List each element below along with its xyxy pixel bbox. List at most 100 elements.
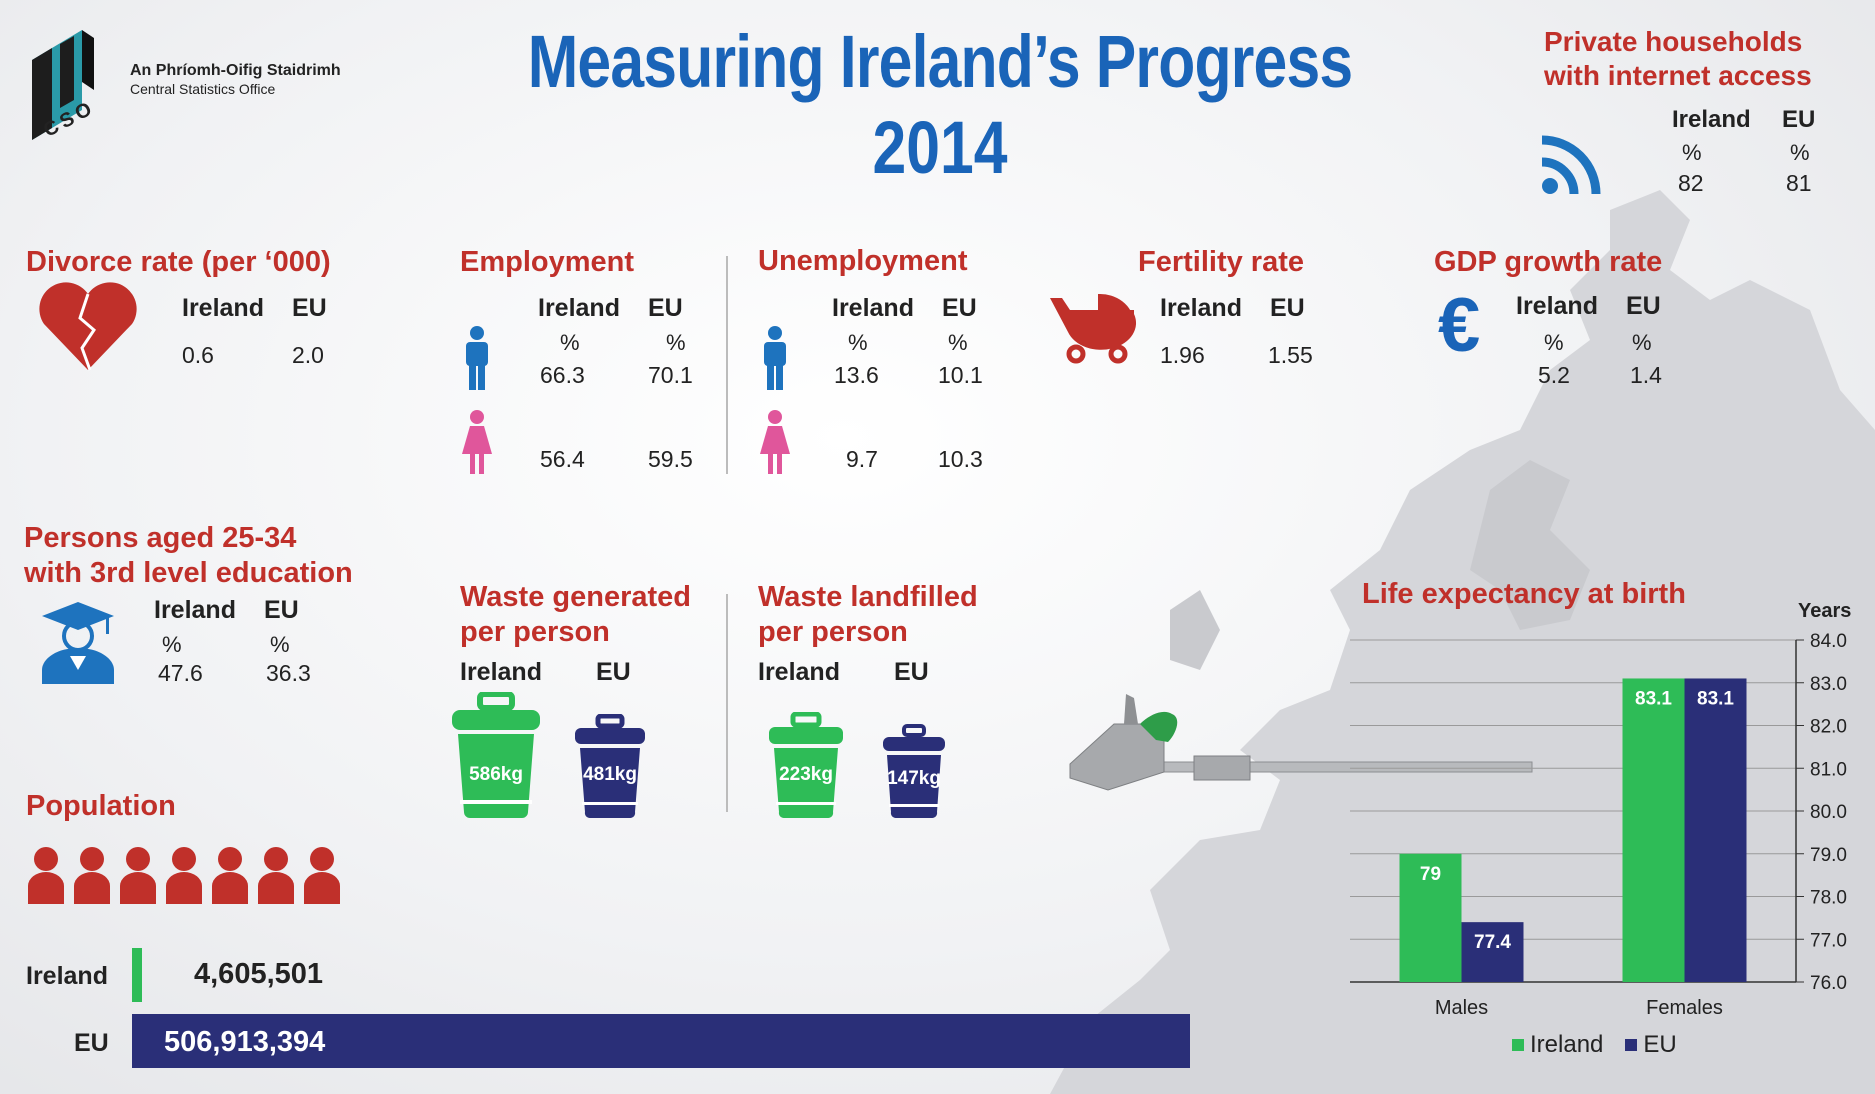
female-icon: [462, 410, 492, 474]
person-icon: [28, 847, 64, 904]
employment-title: Employment: [460, 246, 635, 278]
population-bar-ireland: [132, 948, 142, 1002]
person-icon: [304, 847, 340, 904]
waste-landfilled-col-ireland: Ireland: [758, 658, 840, 686]
logo-irish-name: An Phríomh-Oifig Staidrimh: [130, 62, 341, 79]
unemployment-male-eu: 10.1: [938, 362, 983, 388]
life-expectancy-svg: 76.0 77.0 78.0 79.0 80.0 81.0 82.0 83.0 84.0 79 77…: [1350, 631, 1847, 1019]
education-unit-eu: %: [270, 632, 290, 657]
bar-data-label: 77.4: [1474, 932, 1511, 953]
unemployment-unit-ireland: %: [848, 330, 868, 355]
fertility-col-eu: EU: [1270, 294, 1305, 322]
cso-logo: CSO An Phríomh-Oifig Staidrimh Central S…: [22, 30, 341, 150]
education-col-eu: EU: [264, 596, 299, 624]
person-icon: [166, 847, 202, 904]
population-value-eu: 506,913,394: [164, 1026, 326, 1058]
population-bar-eu: 506,913,394: [132, 1014, 1190, 1068]
divider-waste: [726, 594, 728, 812]
education-value-eu: 36.3: [266, 660, 311, 686]
life-expectancy-title: Life expectancy at birth: [1362, 578, 1686, 610]
internet-value-eu: 81: [1786, 170, 1812, 196]
population-people-icons: [28, 846, 340, 906]
waste-bin-eu: 481kg: [575, 714, 645, 818]
y-tick-label: 78.0: [1810, 888, 1847, 909]
internet-title-line2: with internet access: [1544, 60, 1812, 91]
chart-ylabel: Years: [1798, 600, 1852, 622]
fertility-title: Fertility rate: [1138, 246, 1304, 278]
y-tick-label: 81.0: [1810, 759, 1847, 780]
gdp-title: GDP growth rate: [1434, 246, 1663, 278]
legend-label-ireland: Ireland: [1530, 1031, 1604, 1058]
y-tick-label: 79.0: [1810, 845, 1847, 866]
employment-unit-eu: %: [666, 330, 686, 355]
population-label-ireland: Ireland: [26, 962, 108, 990]
population-title: Population: [26, 790, 176, 822]
unemployment-title: Unemployment: [758, 245, 968, 277]
internet-col-ireland: Ireland: [1672, 106, 1751, 133]
education-title-line2: with 3rd level education: [24, 557, 353, 589]
person-icon: [120, 847, 156, 904]
unemployment-col-ireland: Ireland: [832, 294, 914, 322]
pram-icon: [1050, 293, 1137, 364]
bar-data-label: 79: [1420, 864, 1441, 885]
legend-label-eu: EU: [1643, 1031, 1677, 1058]
employment-female-ireland: 56.4: [540, 446, 585, 472]
y-tick-label: 76.0: [1810, 973, 1847, 994]
male-icon: [466, 326, 488, 390]
waste-bin-ireland: 586kg: [452, 692, 540, 818]
y-tick-label: 80.0: [1810, 802, 1847, 823]
divorce-value-ireland: 0.6: [182, 342, 214, 368]
internet-unit-eu: %: [1790, 140, 1810, 165]
internet-unit-ireland: %: [1682, 140, 1702, 165]
employment-unit-ireland: %: [560, 330, 580, 355]
cso-logo-mark: [32, 30, 94, 140]
waste-generated-label-ireland: 586kg: [469, 764, 523, 785]
unemployment-female-eu: 10.3: [938, 446, 983, 472]
female-icon: [760, 410, 790, 474]
gdp-col-eu: EU: [1626, 292, 1661, 320]
population-value-ireland: 4,605,501: [194, 958, 324, 990]
education-col-ireland: Ireland: [154, 596, 236, 624]
internet-col-eu: EU: [1782, 106, 1816, 133]
gdp-unit-eu: %: [1632, 330, 1652, 355]
waste-landfilled-col-eu: EU: [894, 658, 929, 686]
employment-col-eu: EU: [648, 294, 683, 322]
graduate-icon: [42, 602, 114, 684]
employment-col-ireland: Ireland: [538, 294, 620, 322]
life-expectancy-chart: 76.0 77.0 78.0 79.0 80.0 81.0 82.0 83.0 84.0 79 77…: [1350, 620, 1870, 1040]
waste-landfilled-label-eu: 147kg: [887, 768, 941, 789]
internet-title-line1: Private households: [1544, 26, 1803, 57]
x-category-label: Males: [1435, 997, 1488, 1019]
employment-female-eu: 59.5: [648, 446, 693, 472]
waste-generated-title-line2: per person: [460, 616, 610, 648]
bar-data-label: 83.1: [1635, 688, 1672, 709]
waste-landfilled-label-ireland: 223kg: [779, 764, 833, 785]
y-tick-label: 84.0: [1810, 631, 1847, 652]
unemployment-male-ireland: 13.6: [834, 362, 879, 388]
wifi-icon: [1541, 135, 1601, 195]
logo-english-name: Central Statistics Office: [130, 81, 276, 97]
page-title: Measuring Ireland’s Progress: [527, 20, 1353, 103]
fertility-col-ireland: Ireland: [1160, 294, 1242, 322]
gdp-col-ireland: Ireland: [1516, 292, 1598, 320]
bar-data-label: 83.1: [1697, 688, 1734, 709]
unemployment-female-ireland: 9.7: [846, 446, 878, 472]
divorce-col-ireland: Ireland: [182, 294, 264, 322]
divorce-title: Divorce rate (per ‘000): [26, 246, 331, 278]
euro-icon: €: [1438, 283, 1481, 368]
bar-eu-females: [1684, 678, 1747, 982]
broken-heart-icon: [39, 282, 137, 371]
caliper-illustration: [1069, 694, 1533, 791]
waste-generated-col-eu: EU: [596, 658, 631, 686]
divorce-col-eu: EU: [292, 294, 327, 322]
bar-ireland-females: [1622, 678, 1685, 982]
gdp-value-ireland: 5.2: [1538, 362, 1570, 388]
legend-swatch-ireland: [1512, 1039, 1524, 1051]
y-tick-label: 77.0: [1810, 930, 1847, 951]
unemployment-col-eu: EU: [942, 294, 977, 322]
landfill-bin-ireland: 223kg: [769, 712, 843, 818]
waste-landfilled-title-line1: Waste landfilled: [758, 581, 978, 613]
waste-generated-title-line1: Waste generated: [460, 581, 691, 613]
bar-eu-males: [1461, 922, 1524, 982]
fertility-value-ireland: 1.96: [1160, 342, 1205, 368]
